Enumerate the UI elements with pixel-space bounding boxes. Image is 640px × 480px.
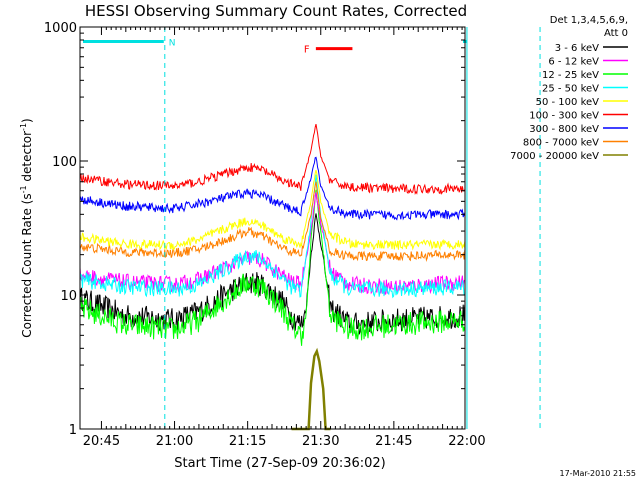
series-line	[79, 181, 466, 263]
legend: Det 1,3,4,5,6,9, Att 0 3 - 6 keV 6 - 12 keV…	[510, 15, 628, 162]
series-line	[79, 189, 466, 346]
axis-ticks: 1 10 100 1000 20:45 21:00 21:15 21:30 21:45 22:00	[44, 21, 486, 449]
legend-label: 100 - 300 keV	[529, 111, 599, 122]
legend-label: 25 - 50 keV	[542, 84, 599, 95]
y-axis-label: Corrected Count Rate (s-1 detector-1)	[19, 118, 34, 337]
series-7000-20000-kev	[291, 347, 331, 431]
series-line	[79, 123, 466, 196]
x-tick-label: 21:15	[229, 434, 266, 449]
series-12-25-kev	[79, 189, 466, 346]
x-axis-label: Start Time (27-Sep-09 20:36:02)	[174, 456, 385, 471]
series-line	[79, 169, 466, 251]
legend-item: 300 - 800 keV	[529, 124, 628, 135]
flare-flag-label: F	[304, 45, 310, 56]
legend-label: 300 - 800 keV	[529, 124, 599, 135]
legend-label: 50 - 100 keV	[536, 97, 600, 108]
x-tick-label: 20:45	[83, 434, 120, 449]
y-axis-label-sup1: -1	[19, 185, 28, 193]
legend-label: 12 - 25 keV	[542, 70, 599, 81]
series-25-50-kev	[79, 174, 465, 299]
legend-item: 100 - 300 keV	[529, 111, 628, 122]
y-axis-label-mid: detector	[20, 131, 34, 186]
series-300-800-kev	[79, 156, 466, 221]
legend-item: 7000 - 20000 keV	[510, 151, 628, 162]
y-axis-label-main: Corrected Count Rate (s	[20, 193, 34, 337]
series-line	[291, 347, 331, 431]
series-lines	[79, 123, 466, 431]
y-tick-label: 1000	[44, 21, 77, 36]
x-tick-label: 21:00	[156, 434, 193, 449]
y-tick-label: 10	[60, 289, 77, 304]
legend-item: 6 - 12 keV	[548, 57, 628, 68]
legend-label: 800 - 7000 keV	[523, 138, 599, 149]
series-line	[79, 174, 465, 299]
x-tick-label: 21:45	[375, 434, 412, 449]
y-axis-label-end: )	[20, 118, 34, 123]
legend-label: 6 - 12 keV	[548, 57, 599, 68]
legend-item: 800 - 7000 keV	[523, 138, 628, 149]
y-tick-label: 1	[69, 423, 77, 438]
footer-date: 17-Mar-2010 21:55	[560, 469, 637, 478]
series-50-100-kev	[79, 169, 466, 251]
legend-header-line1: Det 1,3,4,5,6,9,	[550, 15, 628, 26]
x-tick-label: 22:00	[448, 434, 485, 449]
y-tick-label: 100	[52, 155, 77, 170]
series-line	[79, 156, 466, 221]
legend-item: 50 - 100 keV	[536, 97, 628, 108]
legend-header-line2: Att 0	[604, 28, 628, 39]
legend-item: 25 - 50 keV	[542, 84, 628, 95]
night-flag-label: N	[169, 38, 176, 48]
series-800-7000-kev	[79, 181, 466, 263]
legend-label: 7000 - 20000 keV	[510, 151, 599, 162]
legend-item: 3 - 6 keV	[555, 43, 628, 54]
series-100-300-kev	[79, 123, 466, 196]
chart-title: HESSI Observing Summary Count Rates, Cor…	[85, 2, 467, 20]
legend-label: 3 - 6 keV	[555, 43, 599, 54]
x-tick-label: 21:30	[302, 434, 339, 449]
y-axis-label-sup2: -1	[19, 123, 28, 131]
legend-item: 12 - 25 keV	[542, 70, 628, 81]
